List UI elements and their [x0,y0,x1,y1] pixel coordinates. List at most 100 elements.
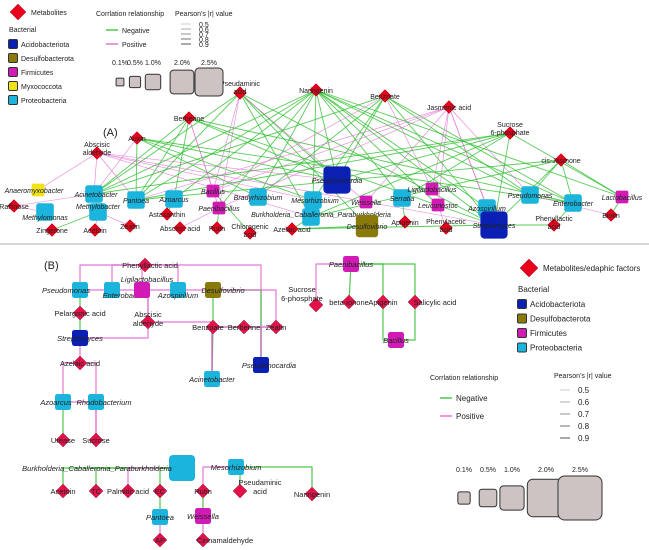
metabolite-diamond [160,207,174,221]
node-label: Phenylacetic [426,219,466,226]
node-label: Apigenin [391,220,418,227]
bacteria-square [359,195,373,209]
metabolite-diamond [210,221,224,235]
edge-negative [291,224,495,230]
legend-size-label: 2.5% [572,467,588,474]
node-label: Anaeromyxobacter [4,188,64,195]
legend-phylum-swatch [8,81,18,91]
node-azs: Azospirillum [157,282,198,300]
node-rho: Rhodobacterium [76,394,132,410]
legend-size-box [128,75,142,89]
node-label: Acetoin [50,487,75,496]
node-str: Streptomyces [57,330,103,346]
metabolite-diamond [375,294,391,310]
metabolite-diamond [152,483,168,499]
metabolite-diamond [7,199,21,213]
edge-positive [202,466,236,491]
node-label: Zingerone [36,228,68,235]
legend-size-label: 0.5% [480,467,496,474]
node-bio: beta-ionone [329,294,369,310]
panel-a-label: (A) [103,127,118,139]
edge-positive [437,106,450,206]
edge-positive [384,95,433,190]
edge-negative [257,89,317,198]
bacteria-square [212,201,226,215]
metabolite-diamond [285,222,299,236]
node-label: Naringenin [294,490,330,499]
metabolite-diamond [120,483,136,499]
node-label: Sucrose [288,285,316,294]
edge-negative [384,95,495,226]
bacteria-square [393,189,411,207]
node-abs: Abscisic acid [160,221,200,235]
edge-positive [431,106,450,190]
metabolite-diamond [123,219,137,233]
node-label: Ligilactobacillus [407,187,457,194]
legend-size-box [115,77,125,87]
node-ast: Astaxanthin [149,207,185,221]
node-des: Desulfovibrio [347,214,387,238]
edge-negative [135,132,511,201]
metabolite-diamond [72,305,88,321]
node-label: Palmitic acid [107,487,149,496]
node-cin: Cinnamaldehyde [195,532,253,548]
node-pae: Paenibacillus [198,201,240,215]
legend-phylum-swatch [8,39,18,49]
node-label: Acetoin [83,228,106,235]
edge-negative [93,95,386,195]
node-wei: Weissella [187,508,219,524]
edge-negative [136,137,314,201]
metabolite-legend-icon [9,3,27,21]
metabolite-diamond [604,208,618,222]
node-label: Rutin [194,487,212,496]
node-label: Sucrose [497,122,523,129]
node-label: Pseudomonas [508,193,553,200]
node-des: Desulfovibrio [201,282,245,298]
node-label: Bradyrhizobium [234,195,283,202]
edge-negative [315,89,403,199]
edge-positive [96,152,338,181]
bacteria-square [206,184,220,198]
node-label: Abscisic [84,142,110,149]
bacteria-square [195,508,211,524]
bacteria-square [152,509,168,525]
node-label: Raffinose [0,204,29,211]
edge-negative [188,117,574,204]
node-label: Burkholderia_Caballeronia_Paraburkholder… [251,212,391,219]
node-label: Mesorhizobium [211,463,262,472]
edge-positive [135,106,450,201]
node-label: acid [244,232,257,239]
bacteria-square [431,198,445,212]
metabolite-diamond [88,432,104,448]
metabolite-diamond [55,483,71,499]
legend-size-box [499,485,525,511]
metabolite-diamond [88,483,104,499]
edge-negative [239,92,312,218]
node-label: Lactobacillus [602,195,643,202]
metabolite-diamond [268,319,284,335]
edge-negative [509,132,623,198]
edge-negative [310,132,511,218]
metabolite-diamond [173,221,187,235]
node-str: Streptomyces [473,211,516,239]
legend-correlation-title: Corrlation relationship [96,11,164,18]
node-label: Bacillus [383,336,409,345]
node-label: 6-phosphate [491,130,530,137]
metabolite-diamond [45,223,59,237]
node-label: Pseudomonas [42,286,90,295]
metabolite-diamond [152,532,168,548]
edge-negative [135,89,317,201]
legend-phylum-label: Desulfobacterota [21,56,74,63]
node-label: Azoarcus [158,197,189,204]
legend-a: Metabolites Bacterial Acidobacteriota Desul… [8,3,233,105]
node-aze: Azelaic acid [273,222,311,236]
edge-positive [213,289,277,327]
node-label: Auxin [128,136,146,143]
legend-correlation-title: Corrlation relationship [430,375,498,382]
edge-negative [351,263,416,302]
edge-negative [212,190,251,234]
node-label: Azoarcus [39,398,72,407]
edge-positive [96,152,312,218]
bacteria-square [343,256,359,272]
